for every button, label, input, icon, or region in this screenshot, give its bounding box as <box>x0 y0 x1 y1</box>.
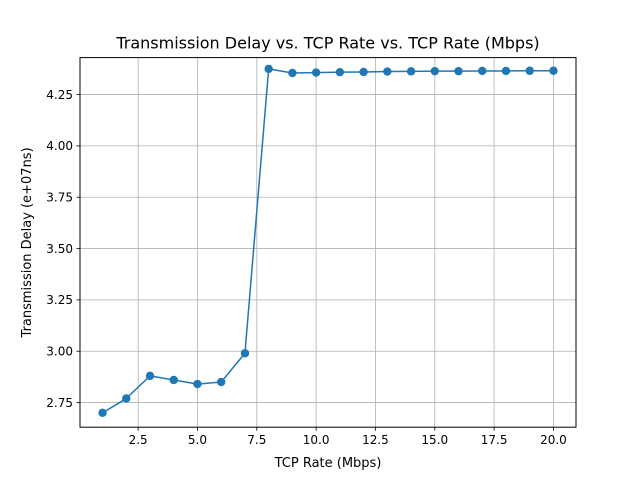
x-tick-label: 12.5 <box>362 433 389 447</box>
y-tick-label: 3.50 <box>46 242 73 256</box>
y-tick-label: 3.25 <box>46 293 73 307</box>
y-tick-label: 4.00 <box>46 139 73 153</box>
x-tick-label: 5.0 <box>188 433 207 447</box>
x-axis-ticks: 2.5 5.0 7.5 10.0 12.5 15.0 17.5 20.0 <box>129 427 567 447</box>
data-point <box>145 371 155 381</box>
data-point <box>525 66 534 75</box>
data-point <box>335 67 345 77</box>
plot-frame <box>79 57 577 428</box>
data-point <box>478 66 487 76</box>
data-point <box>359 67 368 77</box>
data-point <box>311 68 321 77</box>
data-point <box>501 66 511 76</box>
x-tick-label: 7.5 <box>247 433 266 447</box>
y-tick-label: 3.00 <box>46 345 73 359</box>
data-point <box>169 375 178 385</box>
y-axis-label: Transmission Delay (e+07ns) <box>20 147 35 338</box>
chart-title: Transmission Delay vs. TCP Rate vs. TCP … <box>115 34 539 53</box>
data-point <box>193 379 202 389</box>
x-tick-label: 20.0 <box>540 433 567 447</box>
data-point <box>454 66 463 76</box>
x-tick-label: 17.5 <box>481 433 508 447</box>
data-point <box>383 67 392 76</box>
data-point <box>406 67 416 76</box>
data-point <box>240 349 250 358</box>
y-tick-label: 4.25 <box>46 88 73 102</box>
data-point <box>549 66 558 75</box>
y-tick-label: 2.75 <box>46 396 73 410</box>
data-point <box>430 66 439 76</box>
grid <box>80 57 576 428</box>
y-tick-label: 3.75 <box>46 191 73 205</box>
data-point <box>288 68 297 78</box>
series-layer <box>98 64 558 418</box>
x-axis-label: TCP Rate (Mbps) <box>274 456 382 471</box>
data-point <box>98 408 107 418</box>
y-axis-ticks: 2.75 3.00 3.25 3.50 3.75 4.00 4.25 <box>46 88 80 410</box>
data-point <box>122 394 131 403</box>
x-tick-label: 2.5 <box>129 433 148 447</box>
x-tick-label: 15.0 <box>421 433 448 447</box>
data-point <box>264 64 273 74</box>
x-tick-label: 10.0 <box>303 433 330 447</box>
data-point <box>217 377 226 387</box>
